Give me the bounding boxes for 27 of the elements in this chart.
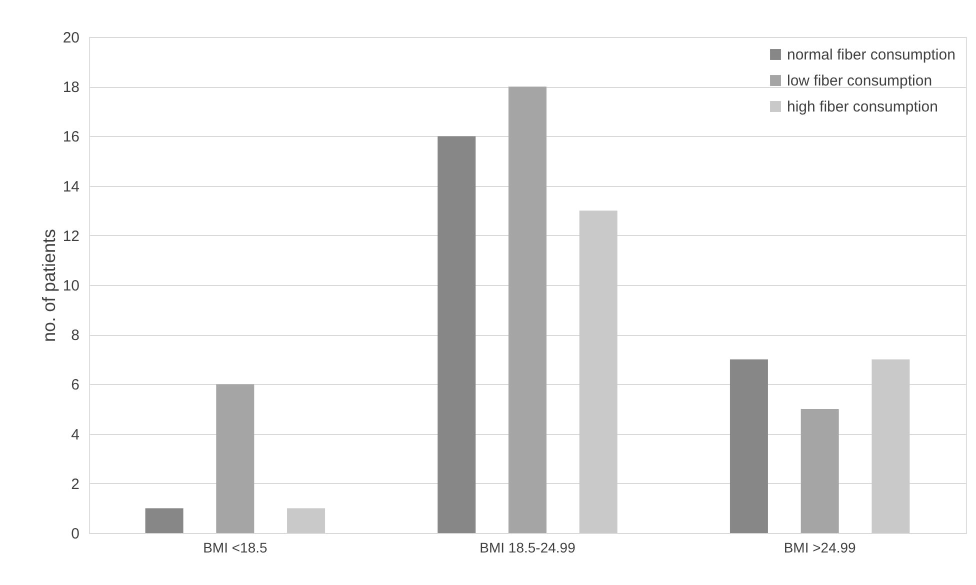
legend-label: high fiber consumption (787, 98, 938, 116)
legend-label: low fiber consumption (787, 72, 932, 90)
bar (508, 86, 546, 533)
y-axis-title: no. of patients (38, 228, 59, 342)
y-tick-label: 8 (71, 327, 80, 344)
y-tick-label: 18 (62, 79, 80, 96)
x-tick-label: BMI 18.5-24.99 (480, 540, 576, 556)
y-tick-label: 14 (62, 178, 80, 196)
bar (800, 409, 839, 533)
legend-label: normal fiber consumption (787, 46, 956, 64)
bar (730, 359, 768, 533)
y-tick-label: 10 (62, 278, 80, 294)
y-tick-label: 20 (62, 30, 80, 46)
y-tick-label: 2 (71, 476, 80, 493)
bar (287, 508, 326, 533)
y-tick-label: 12 (62, 228, 80, 245)
y-tick-label: 0 (71, 526, 80, 542)
y-tick-label: 16 (62, 128, 80, 146)
bar (438, 136, 476, 533)
x-tick-label: BMI >24.99 (784, 540, 856, 556)
y-tick-label: 6 (71, 376, 80, 394)
x-tick-label: BMI <18.5 (203, 540, 268, 556)
y-tick-label: 4 (71, 426, 80, 444)
bar (216, 384, 254, 533)
bar (872, 359, 910, 533)
bar (579, 210, 618, 533)
bar (145, 508, 184, 533)
